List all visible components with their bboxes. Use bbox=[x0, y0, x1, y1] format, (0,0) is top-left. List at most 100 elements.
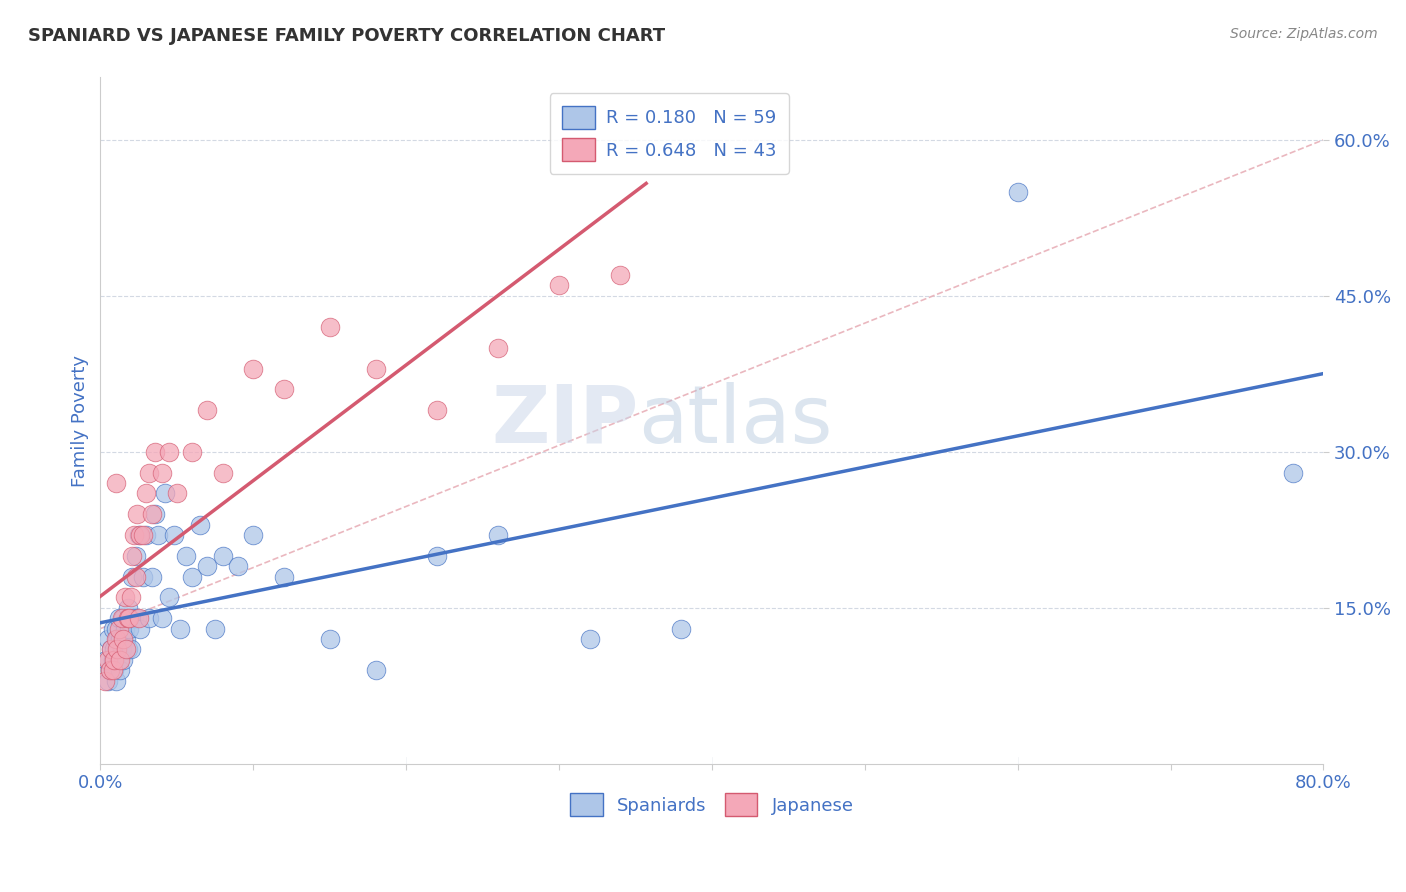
Point bbox=[111, 611, 134, 625]
Point bbox=[96, 653, 118, 667]
Point bbox=[112, 611, 135, 625]
Legend: Spaniards, Japanese: Spaniards, Japanese bbox=[562, 786, 860, 823]
Point bbox=[364, 663, 387, 677]
Point bbox=[117, 642, 139, 657]
Point bbox=[128, 528, 150, 542]
Point bbox=[157, 591, 180, 605]
Point bbox=[117, 600, 139, 615]
Point bbox=[100, 642, 122, 657]
Point bbox=[122, 528, 145, 542]
Point bbox=[120, 591, 142, 605]
Point bbox=[141, 507, 163, 521]
Point bbox=[115, 642, 138, 657]
Point bbox=[181, 445, 204, 459]
Point bbox=[111, 642, 134, 657]
Point bbox=[120, 642, 142, 657]
Point bbox=[1007, 185, 1029, 199]
Point bbox=[226, 559, 249, 574]
Point bbox=[148, 528, 170, 542]
Point bbox=[145, 507, 167, 521]
Point bbox=[181, 569, 204, 583]
Point bbox=[110, 653, 132, 667]
Point bbox=[125, 611, 148, 625]
Text: SPANIARD VS JAPANESE FAMILY POVERTY CORRELATION CHART: SPANIARD VS JAPANESE FAMILY POVERTY CORR… bbox=[28, 27, 665, 45]
Point bbox=[115, 632, 138, 646]
Point bbox=[104, 476, 127, 491]
Point bbox=[128, 611, 150, 625]
Point bbox=[101, 653, 124, 667]
Point bbox=[578, 632, 600, 646]
Point bbox=[242, 528, 264, 542]
Point bbox=[211, 549, 233, 563]
Point bbox=[671, 622, 693, 636]
Point bbox=[107, 653, 129, 667]
Point bbox=[273, 569, 295, 583]
Point bbox=[153, 486, 176, 500]
Y-axis label: Family Poverty: Family Poverty bbox=[72, 355, 89, 487]
Point bbox=[150, 611, 173, 625]
Point bbox=[318, 320, 340, 334]
Point bbox=[112, 632, 135, 646]
Point bbox=[188, 517, 211, 532]
Point bbox=[118, 611, 141, 625]
Point bbox=[132, 528, 155, 542]
Point bbox=[609, 268, 631, 282]
Text: Source: ZipAtlas.com: Source: ZipAtlas.com bbox=[1230, 27, 1378, 41]
Point bbox=[138, 611, 160, 625]
Point bbox=[169, 622, 191, 636]
Point bbox=[105, 632, 128, 646]
Point bbox=[98, 663, 121, 677]
Point bbox=[103, 642, 125, 657]
Point bbox=[132, 569, 155, 583]
Point bbox=[486, 528, 509, 542]
Point bbox=[124, 549, 146, 563]
Point bbox=[150, 466, 173, 480]
Point bbox=[121, 549, 143, 563]
Point bbox=[98, 663, 121, 677]
Point bbox=[114, 622, 136, 636]
Point bbox=[104, 632, 127, 646]
Point bbox=[135, 528, 157, 542]
Point bbox=[364, 361, 387, 376]
Point bbox=[129, 622, 152, 636]
Point bbox=[195, 559, 218, 574]
Point bbox=[486, 341, 509, 355]
Text: atlas: atlas bbox=[638, 382, 832, 459]
Point bbox=[97, 673, 120, 688]
Point bbox=[94, 673, 117, 688]
Point bbox=[97, 653, 120, 667]
Point bbox=[174, 549, 197, 563]
Point bbox=[145, 445, 167, 459]
Point bbox=[426, 549, 449, 563]
Point bbox=[105, 642, 128, 657]
Point bbox=[97, 632, 120, 646]
Point bbox=[104, 622, 127, 636]
Point bbox=[107, 611, 129, 625]
Point bbox=[163, 528, 186, 542]
Point bbox=[125, 507, 148, 521]
Point bbox=[124, 569, 146, 583]
Point bbox=[211, 466, 233, 480]
Point bbox=[204, 622, 226, 636]
Point bbox=[117, 611, 139, 625]
Point bbox=[112, 653, 135, 667]
Point bbox=[166, 486, 188, 500]
Point bbox=[138, 466, 160, 480]
Point bbox=[110, 632, 132, 646]
Point bbox=[103, 663, 125, 677]
Point bbox=[122, 611, 145, 625]
Text: ZIP: ZIP bbox=[491, 382, 638, 459]
Point bbox=[103, 653, 125, 667]
Point bbox=[426, 403, 449, 417]
Point bbox=[318, 632, 340, 646]
Point bbox=[104, 673, 127, 688]
Point bbox=[273, 383, 295, 397]
Point bbox=[548, 278, 571, 293]
Point bbox=[110, 663, 132, 677]
Point bbox=[141, 569, 163, 583]
Point bbox=[114, 591, 136, 605]
Point bbox=[118, 622, 141, 636]
Point bbox=[242, 361, 264, 376]
Point bbox=[129, 528, 152, 542]
Point bbox=[107, 622, 129, 636]
